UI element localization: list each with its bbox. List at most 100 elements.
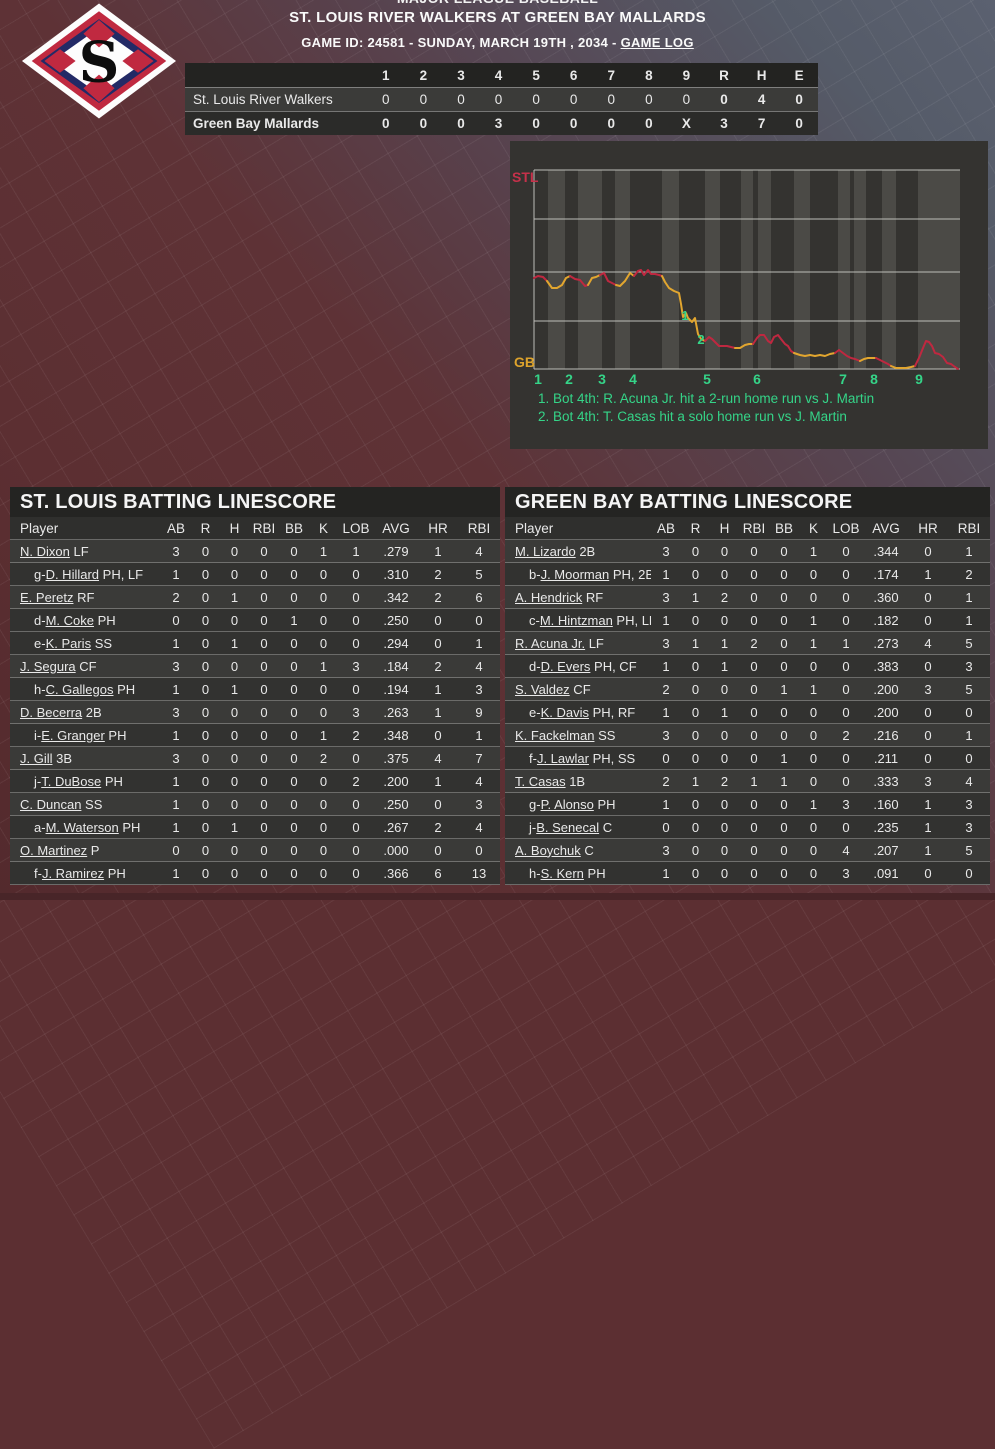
stat-cell: 0	[201, 727, 210, 743]
col-header-k: K	[808, 520, 818, 536]
stat-cell: 0	[201, 842, 210, 858]
player-name-link[interactable]: D. Becerra	[20, 704, 83, 720]
stat-cell: .366	[383, 865, 409, 881]
inning-score: 0	[795, 116, 803, 131]
linescore-table: 1 2 3 4 5 6 7 8 9 R H E St. Louis River Walkers 0 0 0 0 0…	[185, 63, 818, 135]
stat-cell: 4	[475, 658, 483, 674]
stat-cell: 0	[691, 750, 700, 766]
sub-prefix: h-	[529, 865, 541, 881]
player-position: C	[580, 842, 594, 858]
stat-cell: 0	[475, 842, 483, 858]
sub-prefix: b-	[529, 566, 541, 582]
inning-score: 0	[419, 116, 428, 131]
stat-cell: 1	[965, 612, 973, 628]
player-name-link[interactable]: C. Duncan	[20, 796, 82, 812]
stat-cell: 0	[201, 773, 210, 789]
stat-cell: 0	[780, 612, 788, 628]
player-cell: h-S. Kern PH	[505, 866, 651, 881]
player-name-link[interactable]: J. Lawlar	[536, 750, 589, 766]
player-cell: D. Becerra 2B	[10, 705, 161, 720]
stat-cell: 7	[475, 750, 483, 766]
stat-cell: 0	[965, 750, 973, 766]
stat-cell: 0	[965, 865, 973, 881]
stat-cell: 0	[434, 612, 442, 628]
player-name-link[interactable]: M. Waterson	[45, 819, 119, 835]
winprob-segment-stl	[599, 272, 617, 286]
stat-cell: .211	[873, 750, 899, 766]
stat-cell: .250	[383, 612, 409, 628]
player-name-link[interactable]: P. Alonso	[540, 796, 594, 812]
linescore-col-4: 4	[494, 67, 503, 83]
stat-cell: 0	[230, 658, 239, 674]
stat-cell: 0	[352, 635, 360, 651]
sub-prefix: d-	[529, 658, 541, 674]
stat-cell: 0	[662, 750, 670, 766]
player-name-link[interactable]: D. Hillard	[45, 566, 100, 582]
player-name-link[interactable]: S. Valdez	[515, 681, 570, 697]
table-row: i-E. Granger PH 1 0 0 0 0 1 2 .348 0 1	[10, 724, 500, 747]
stat-cell: 1	[172, 635, 180, 651]
stat-cell: 1	[319, 543, 328, 559]
player-position: PH, 2B	[609, 566, 651, 582]
player-name-link[interactable]: E. Granger	[41, 727, 105, 743]
player-name-link[interactable]: A. Hendrick	[515, 589, 583, 605]
stat-cell: 1	[434, 681, 442, 697]
inning-score: 0	[382, 92, 390, 107]
player-name-link[interactable]: M. Lizardo	[515, 543, 576, 559]
stat-cell: 0	[434, 796, 442, 812]
player-name-link[interactable]: N. Dixon	[20, 543, 70, 559]
player-name-link[interactable]: B. Senecal	[536, 819, 600, 835]
player-name-link[interactable]: S. Kern	[540, 865, 584, 881]
x-tick-9: 9	[915, 371, 923, 387]
stat-cell: 0	[965, 704, 973, 720]
player-name-link[interactable]: O. Martinez	[20, 842, 88, 858]
player-name-link[interactable]: C. Gallegos	[45, 681, 114, 697]
winprob-segment-gb	[793, 352, 836, 357]
player-position: PH, LF	[616, 612, 651, 628]
linescore-col-2: 2	[419, 67, 428, 83]
stat-cell: .182	[873, 612, 899, 628]
stat-cell: .344	[873, 543, 899, 559]
stat-cell: 0	[720, 681, 729, 697]
player-name-link[interactable]: J. Ramirez	[41, 865, 105, 881]
stat-cell: 3	[662, 727, 670, 743]
player-name-link[interactable]: J. Moorman	[540, 566, 610, 582]
player-name-link[interactable]: K. Davis	[540, 704, 589, 720]
player-name-link[interactable]: D. Evers	[540, 658, 591, 674]
player-name-link[interactable]: J. Segura	[20, 658, 76, 674]
stat-cell: 1	[319, 658, 328, 674]
player-name-link[interactable]: A. Boychuk	[515, 842, 581, 858]
stat-cell: 0	[691, 543, 700, 559]
linescore-col-H: H	[756, 67, 767, 83]
player-name-link[interactable]: K. Paris	[45, 635, 92, 651]
player-name-link[interactable]: E. Peretz	[20, 589, 74, 605]
stat-cell: 0	[750, 589, 758, 605]
player-name-link[interactable]: M. Coke	[45, 612, 94, 628]
stat-cell: 1	[352, 543, 360, 559]
stat-cell: 0	[290, 566, 298, 582]
stat-cell: 0	[691, 796, 700, 812]
stat-cell: 0	[319, 865, 328, 881]
player-name-link[interactable]: T. Casas	[515, 773, 566, 789]
player-name-link[interactable]: K. Fackelman	[515, 727, 595, 743]
half-inning-stripe	[794, 170, 810, 369]
stat-cell: 0	[750, 819, 758, 835]
player-name-link[interactable]: M. Hintzman	[539, 612, 613, 628]
half-inning-stripe	[918, 170, 960, 369]
stat-cell: 0	[319, 704, 328, 720]
player-name-link[interactable]: T. DuBose	[41, 773, 102, 789]
half-inning-stripe	[741, 170, 753, 369]
game-log-link[interactable]: GAME LOG	[620, 35, 694, 50]
stat-cell: 0	[434, 842, 442, 858]
stat-cell: 2	[842, 727, 850, 743]
stat-cell: 2	[720, 589, 729, 605]
stat-cell: 0	[691, 658, 700, 674]
player-name-link[interactable]: R. Acuna Jr.	[515, 635, 586, 651]
player-name-link[interactable]: J. Gill	[20, 750, 53, 766]
sub-prefix: f-	[34, 865, 42, 881]
stat-cell: 0	[780, 589, 788, 605]
stat-cell: 0	[842, 612, 850, 628]
chart-note-2: 2. Bot 4th: T. Casas hit a solo home run…	[538, 409, 847, 424]
col-header-avg: AVG	[872, 520, 900, 536]
col-header-r: R	[200, 520, 211, 536]
